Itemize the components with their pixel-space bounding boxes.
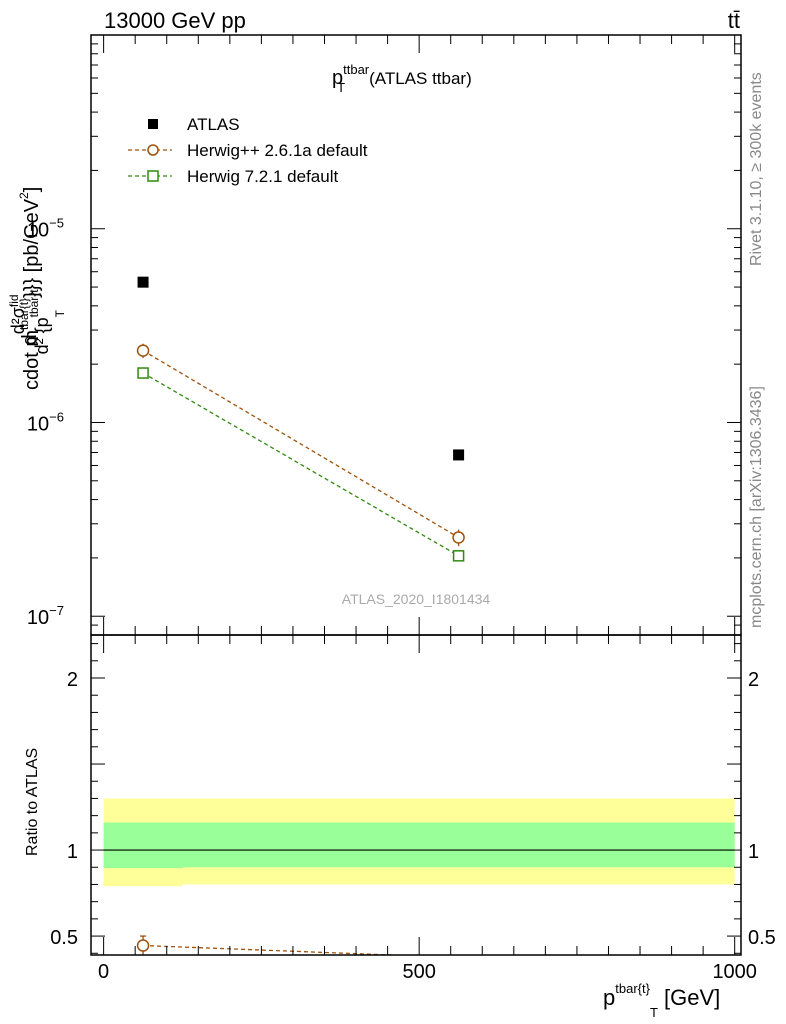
xlabel-sup: tbar{t}	[615, 981, 650, 996]
ylabel-cdot-sup: tbar{t}	[17, 298, 31, 330]
ratio-uncertainty-band-2	[103, 822, 183, 869]
ratio-y-tick-label-0: 0.5	[50, 927, 78, 949]
ratio-series-line-0	[143, 944, 409, 955]
main-y-tick-label-2: 10−7	[27, 603, 64, 629]
analysis-watermark: ATLAS_2020_I1801434	[342, 591, 491, 607]
legend-marker-atlas	[148, 119, 158, 129]
main-y-tick-label-base: 10	[27, 413, 49, 435]
rivet-version-label: Rivet 3.1.10, ≥ 300k events	[748, 72, 765, 266]
x-tick-label-1: 500	[402, 961, 435, 983]
axes-group: 10−510−610−70.5 0.51 12 20 500 1000	[27, 34, 776, 983]
main-y-tick-label-base: 10	[27, 220, 49, 242]
ratio-point-herwigpp-0	[136, 939, 150, 952]
main-y-tick-label-base: 10	[27, 607, 49, 629]
xlabel-main: p	[603, 985, 615, 1010]
plot-title: pttbar T (ATLAS ttbar)	[332, 62, 472, 95]
legend-label-herwigpp: Herwig++ 2.6.1a default	[187, 141, 368, 160]
ylabel-denominator: d² {p	[32, 317, 52, 354]
ylabel-close: ]	[21, 187, 43, 193]
main-y-tick-label-exp: −6	[49, 409, 64, 424]
data-point-atlas-0	[137, 276, 149, 288]
x-tick-label-2: 1000	[712, 961, 757, 983]
ratio-y-tick-label-right-2: 2	[748, 669, 759, 691]
ylabel-cdot: cdot m	[21, 330, 43, 390]
ratio-y-axis-label: Ratio to ATLAS	[24, 748, 41, 856]
header-energy-label: 13000 GeV pp	[104, 8, 246, 33]
plot-title-rest: (ATLAS ttbar)	[369, 69, 472, 88]
ratio-y-tick-label-right-1: 1	[748, 841, 759, 863]
ratio-y-tick-label-1: 1	[67, 841, 78, 863]
main-series-group	[136, 276, 465, 562]
main-y-tick-label-0: 10−5	[27, 216, 64, 242]
ratio-plot-frame	[90, 634, 742, 956]
main-y-tick-label-exp: −7	[49, 603, 64, 618]
ratio-y-tick-label-2: 2	[67, 669, 78, 691]
data-point-herwig7-1	[452, 550, 465, 562]
ylabel-denominator-sup: tbar{t	[27, 289, 41, 318]
main-y-axis-label: dd²σfid d² {ptbar{t Tcdot mtbar{t}}}} [pb/…	[7, 187, 67, 390]
data-point-herwigpp-0	[136, 344, 150, 357]
header-process-label: tt̄	[728, 8, 740, 33]
xlabel-sub: T	[650, 1005, 658, 1020]
legend: ATLAS Herwig++ 2.6.1a default Herwig 7.2…	[128, 115, 368, 186]
data-point-atlas-1	[453, 449, 465, 461]
xlabel-rest: [GeV]	[658, 985, 720, 1010]
plot-title-main: p	[332, 67, 343, 89]
series-line-2	[142, 372, 459, 557]
ylabel-d: d	[19, 334, 41, 345]
ratio-series-group	[136, 935, 409, 955]
ylabel-tail: }}} [pb/GeV	[21, 198, 43, 298]
ratio-plot-area	[103, 798, 735, 887]
data-point-herwig7-0	[137, 367, 149, 379]
ylabel-tail-sup: 2	[17, 192, 31, 199]
plot-title-sup: ttbar	[343, 62, 370, 77]
main-y-tick-label-exp: −5	[49, 216, 64, 231]
series-line-1	[142, 350, 459, 539]
ylabel-numerator-sup: fid	[7, 294, 21, 307]
legend-marker-herwigpp	[147, 144, 159, 156]
ratio-uncertainty-band-3	[182, 822, 735, 868]
ylabel-denominator-sub: T	[53, 309, 67, 317]
plot-title-sub: T	[337, 80, 345, 95]
legend-marker-herwig7	[147, 170, 159, 182]
x-axis-label: ptbar{t}T [GeV]	[603, 981, 720, 1020]
x-tick-label-0: 0	[98, 961, 109, 983]
mcplots-label: mcplots.cern.ch [arXiv:1306.3436]	[748, 386, 765, 628]
data-point-herwigpp-1	[452, 531, 465, 544]
ylabel-numerator: d²σ	[8, 307, 28, 334]
main-y-tick-label-1: 10−6	[27, 409, 64, 435]
legend-label-atlas: ATLAS	[187, 115, 240, 134]
legend-label-herwig7: Herwig 7.2.1 default	[187, 167, 338, 186]
ratio-y-tick-label-right-0: 0.5	[748, 927, 776, 949]
